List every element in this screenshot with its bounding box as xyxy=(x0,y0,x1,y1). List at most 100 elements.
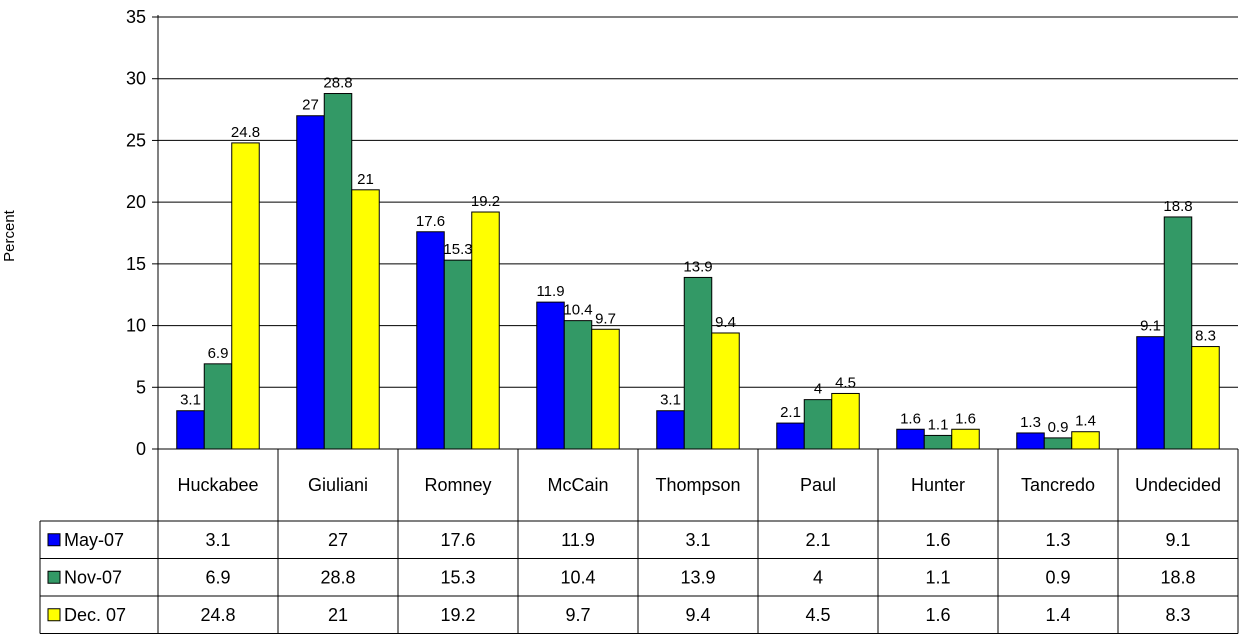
table-cell: 13.9 xyxy=(680,567,715,587)
data-label: 17.6 xyxy=(416,213,445,230)
category-label: Giuliani xyxy=(308,475,368,495)
bar xyxy=(711,332,740,450)
legend-swatch xyxy=(47,570,61,584)
table-cell: 11.9 xyxy=(561,530,595,550)
bar xyxy=(203,363,233,450)
table-cell: 4.5 xyxy=(805,605,830,625)
table-cell: 18.8 xyxy=(1160,567,1195,587)
legend-label: Nov-07 xyxy=(64,567,122,587)
table-cell: 2.1 xyxy=(805,530,830,550)
data-label: 4.5 xyxy=(835,374,856,391)
table-cell: 21 xyxy=(328,605,348,625)
category-label: Thompson xyxy=(655,475,740,495)
data-labels: 3.1 27 17.6 11.9 3.1 2.1 1.6 1.3 9.1 6.9 28.8 15.3 1… xyxy=(180,75,1216,436)
data-label: 18.8 xyxy=(1163,198,1192,215)
data-label: 24.8 xyxy=(231,124,260,141)
data-label: 4 xyxy=(814,381,822,398)
bar xyxy=(231,142,260,450)
bar xyxy=(683,276,713,450)
legend-swatch xyxy=(47,608,61,622)
data-label: 1.6 xyxy=(955,410,976,427)
table-cell: 15.3 xyxy=(440,567,475,587)
data-label: 9.4 xyxy=(715,314,736,331)
data-table: Huckabee Giuliani Romney McCain Thompson Paul… xyxy=(39,448,1239,634)
category-label: McCain xyxy=(547,475,608,495)
bar xyxy=(1016,432,1045,450)
table-cell: 0.9 xyxy=(1045,567,1070,587)
data-label: 21 xyxy=(357,171,374,188)
data-label: 9.7 xyxy=(595,310,616,327)
bar xyxy=(591,328,620,450)
y-axis-label: Percent xyxy=(1,209,18,262)
table-cell: 3.1 xyxy=(685,530,710,550)
table-cell: 1.4 xyxy=(1045,605,1070,625)
category-label: Tancredo xyxy=(1021,475,1095,495)
data-label: 3.1 xyxy=(180,392,201,409)
bar xyxy=(776,422,805,450)
bar xyxy=(803,399,833,450)
bar xyxy=(351,189,380,450)
data-label: 28.8 xyxy=(323,75,352,92)
table-cell: 1.3 xyxy=(1045,530,1070,550)
data-label: 8.3 xyxy=(1195,328,1216,345)
bar xyxy=(896,428,925,450)
data-label: 10.4 xyxy=(563,302,592,319)
data-label: 13.9 xyxy=(683,258,712,275)
bar xyxy=(443,259,473,450)
table-cell: 17.6 xyxy=(440,530,475,550)
bar xyxy=(923,434,953,450)
table-cell: 28.8 xyxy=(320,567,355,587)
bar xyxy=(1071,431,1100,450)
bar xyxy=(323,93,353,450)
category-label: Huckabee xyxy=(177,475,258,495)
legend-label: May-07 xyxy=(64,530,124,550)
legend-swatch xyxy=(47,533,61,547)
data-label: 1.4 xyxy=(1075,413,1096,430)
data-label: 6.9 xyxy=(208,345,229,362)
data-label: 1.1 xyxy=(928,416,949,433)
y-tick-label: 5 xyxy=(136,377,146,397)
bar xyxy=(416,231,445,450)
y-tick-label: 20 xyxy=(126,192,146,212)
data-label: 11.9 xyxy=(536,283,564,300)
bars xyxy=(176,93,1220,450)
y-tick-label: 35 xyxy=(126,7,146,27)
table-cell: 27 xyxy=(328,530,348,550)
table-cell: 19.2 xyxy=(440,605,475,625)
table-cell: 1.6 xyxy=(925,605,950,625)
category-label: Romney xyxy=(424,475,491,495)
data-label: 1.6 xyxy=(900,410,921,427)
table-cell: 24.8 xyxy=(200,605,235,625)
bar xyxy=(176,410,205,450)
y-tick-label: 0 xyxy=(136,439,146,459)
bar xyxy=(296,115,325,450)
table-cell: 9.7 xyxy=(565,605,590,625)
category-label: Undecided xyxy=(1135,475,1221,495)
data-label: 2.1 xyxy=(780,404,801,421)
legend-label: Dec. 07 xyxy=(64,605,126,625)
data-label: 15.3 xyxy=(443,241,472,258)
table-cell: 1.6 xyxy=(925,530,950,550)
table-cell: 9.4 xyxy=(685,605,710,625)
bar xyxy=(951,428,980,450)
bar xyxy=(536,301,565,450)
bar xyxy=(1191,346,1220,450)
table-cell: 9.1 xyxy=(1165,530,1190,550)
data-label: 27 xyxy=(302,97,319,114)
bar xyxy=(563,320,593,450)
category-label: Paul xyxy=(800,475,836,495)
bar xyxy=(656,410,685,450)
data-label: 9.1 xyxy=(1140,318,1161,335)
data-label: 0.9 xyxy=(1048,419,1069,436)
table-cell: 8.3 xyxy=(1165,605,1190,625)
table-cell: 6.9 xyxy=(205,567,230,587)
bar xyxy=(831,392,860,450)
y-axis-ticks: 0 5 10 15 20 25 30 35 xyxy=(126,7,158,459)
data-label: 1.3 xyxy=(1020,414,1041,431)
data-label: 19.2 xyxy=(471,193,500,210)
y-tick-label: 30 xyxy=(126,69,146,89)
table-cell: 3.1 xyxy=(205,530,230,550)
bar xyxy=(1043,437,1073,450)
bar xyxy=(1136,336,1165,450)
